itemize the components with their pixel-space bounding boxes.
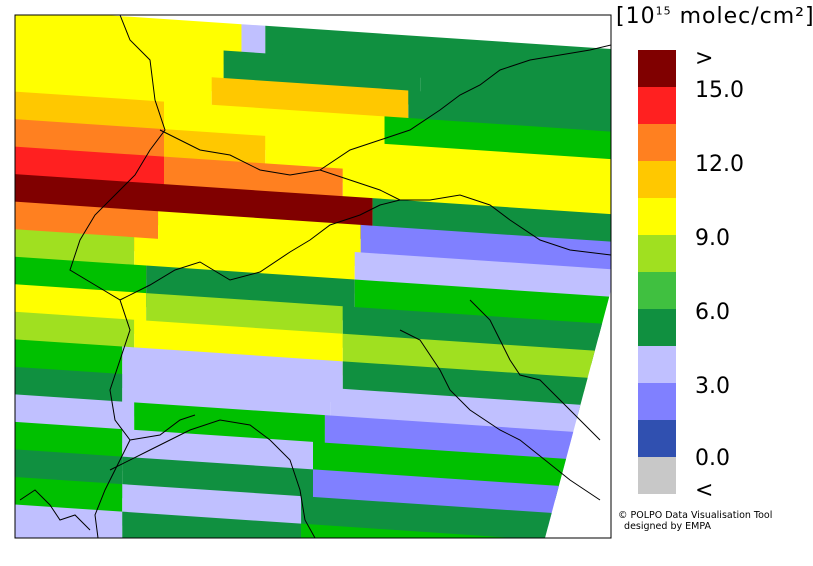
country-borders	[19, 15, 611, 538]
map-frame	[14, 14, 612, 539]
colorbar-segment	[638, 272, 676, 309]
italy-coast	[399, 329, 601, 501]
credit-line-1: © POLPO Data Visualisation Tool	[618, 510, 773, 521]
colorbar-segment	[638, 309, 676, 346]
ligurian-coast	[109, 419, 316, 538]
swath-pixel	[122, 511, 302, 538]
colorbar-label-under: <	[695, 478, 714, 503]
colorbar-label-9: 9.0	[695, 226, 730, 251]
colorbar-segment	[638, 198, 676, 235]
colorbar-segment	[638, 161, 676, 198]
corsica-outline	[19, 489, 91, 531]
colorbar-segment	[638, 457, 676, 494]
swiss-italy-border	[119, 194, 611, 301]
colorbar-label-6: 6.0	[695, 300, 730, 325]
italy-west-border	[129, 414, 196, 441]
colorbar-segment	[638, 50, 676, 87]
colorbar-segment	[638, 346, 676, 383]
swath-pixel	[301, 496, 611, 538]
credit-line-2: designed by EMPA	[618, 521, 711, 532]
colorbar-label-15: 15.0	[695, 78, 744, 103]
satellite-swath	[15, 15, 611, 538]
credit-text: © POLPO Data Visualisation Tool designed…	[618, 510, 772, 532]
colorbar-unit-label: [1015 molec/cm²]	[616, 4, 813, 29]
colorbar-segment	[638, 383, 676, 420]
colorbar-label-0: 0.0	[695, 446, 730, 471]
istria-coast	[469, 299, 601, 441]
austria-germany-border	[319, 44, 611, 171]
colorbar-segment	[638, 420, 676, 457]
germany-swiss-border	[159, 129, 401, 201]
france-swiss-border	[69, 15, 166, 538]
colorbar-label-3: 3.0	[695, 374, 730, 399]
colorbar-segment	[638, 235, 676, 272]
colorbar-label-over: >	[695, 46, 714, 71]
colorbar-label-12: 12.0	[695, 152, 744, 177]
colorbar-segment	[638, 87, 676, 124]
colorbar-segment	[638, 124, 676, 161]
